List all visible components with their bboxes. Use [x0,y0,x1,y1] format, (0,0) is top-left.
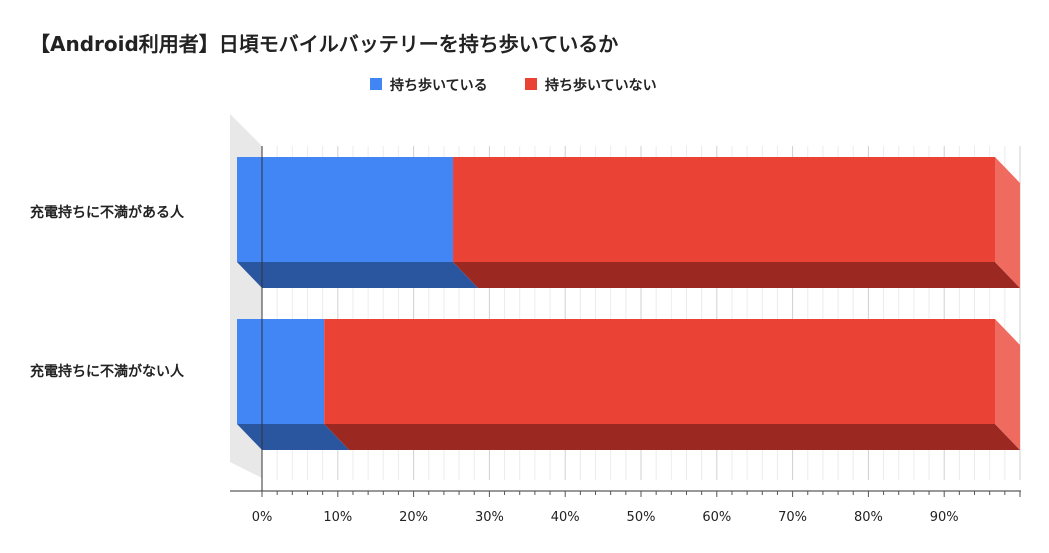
bar-bottom-1-1 [324,424,1020,450]
x-tick-label: 30% [475,510,504,525]
legend-label-0: 持ち歩いている [390,77,488,94]
legend-label-1: 持ち歩いていない [545,77,657,94]
legend: 持ち歩いている 持ち歩いていない [370,77,657,94]
x-tick-label: 50% [627,510,656,525]
x-tick-label: 40% [551,510,580,525]
legend-swatch-1 [525,78,537,90]
bar-endcap-1 [995,319,1020,450]
bar-bottom-0-1 [453,262,1020,288]
bar-endcap-0 [995,157,1020,288]
bar-1-1 [324,319,995,424]
chart-title: 【Android利用者】日頃モバイルバッテリーを持ち歩いているか [30,32,618,56]
x-tick-label: 10% [323,510,352,525]
category-label-0: 充電持ちに不満がある人 [30,204,185,221]
bar-bottom-1-0 [237,424,350,450]
x-axis: 0% 10% 20% 30% 40% 50% 60% 70% 80% 90% [230,146,1021,525]
bar-0-0 [237,157,454,262]
x-tick-label: 70% [778,510,807,525]
x-tick-label: 0% [252,510,273,525]
category-label-1: 充電持ちに不満がない人 [30,363,185,380]
legend-swatch-0 [370,78,382,90]
x-tick-label: 60% [702,510,731,525]
bar-bottom-0-0 [237,262,479,288]
bar-1-0 [237,319,325,424]
bars [237,157,1020,450]
x-tick-label: 90% [930,510,959,525]
bar-0-1 [453,157,995,262]
x-tick-label: 80% [854,510,883,525]
x-tick-label: 20% [399,510,428,525]
